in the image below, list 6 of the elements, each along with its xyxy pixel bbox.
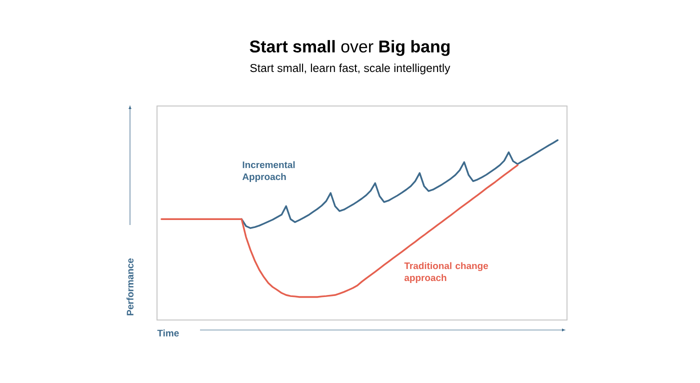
chart-title: Start small over Big bang <box>250 40 450 56</box>
text: Incremental Approach <box>242 161 295 182</box>
series-label: Traditional change approach <box>404 262 488 283</box>
x-axis-title: Time <box>157 330 179 336</box>
y-axis-title: Performance <box>126 258 134 316</box>
chart-subtitle: Start small, learn fast, scale intelligently <box>250 64 450 74</box>
